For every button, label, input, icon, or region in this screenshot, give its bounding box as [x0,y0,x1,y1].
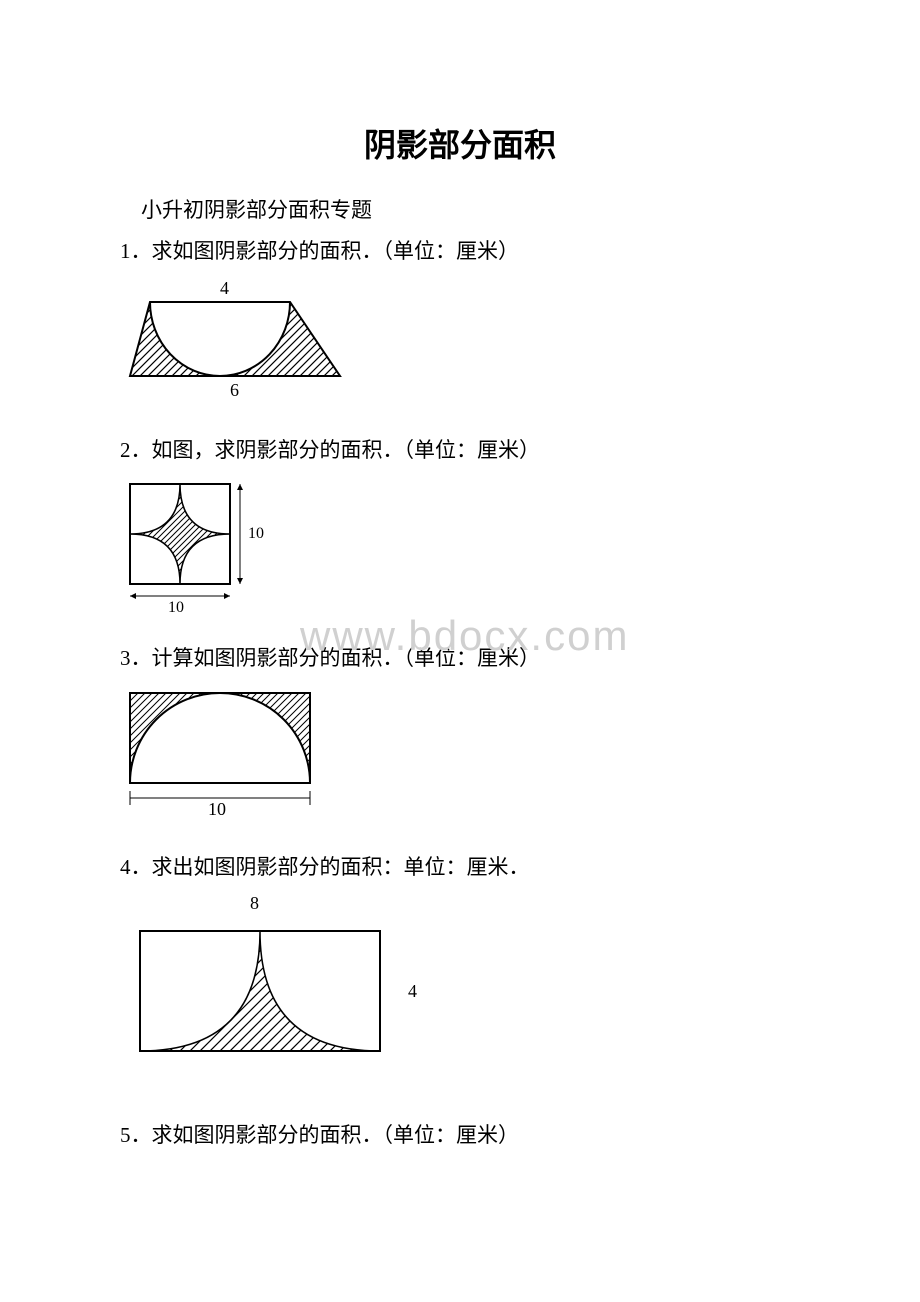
problem-1: 1．求如图阴影部分的面积．（单位：厘米） [120,236,800,268]
problem-4: 4．求出如图阴影部分的面积：单位：厘米． [120,852,800,884]
figure-3: 10 [120,683,800,828]
problem-number: 5 [120,1123,131,1147]
problem-5: 5．求如图阴影部分的面积．（单位：厘米） [120,1120,800,1152]
figure-4: 8 4 [120,891,800,1096]
fig1-top-label: 4 [220,278,229,298]
problem-number: 4 [120,855,131,879]
problem-number: 1 [120,239,131,263]
problem-2: 2．如图，求阴影部分的面积．（单位：厘米） [120,435,800,467]
figure-2: 10 10 [120,474,800,619]
page-title: 阴影部分面积 [120,120,800,166]
problem-text: ．如图，求阴影部分的面积．（单位：厘米） [131,438,541,462]
fig1-bottom-label: 6 [230,380,239,400]
subtitle: 小升初阴影部分面积专题 [120,194,800,224]
problem-3: 3．计算如图阴影部分的面积．（单位：厘米） [120,643,800,675]
problem-text: ．求如图阴影部分的面积．（单位：厘米） [131,239,520,263]
fig2-right-label: 10 [248,525,264,542]
figure-1: 4 6 [120,276,800,411]
fig4-right-label: 4 [408,981,417,1001]
problem-number: 3 [120,646,131,670]
fig2-bottom-label: 10 [168,599,184,614]
fig4-top-label: 8 [250,893,259,913]
problem-text: ．求如图阴影部分的面积．（单位：厘米） [131,1123,520,1147]
problem-text: ．计算如图阴影部分的面积．（单位：厘米） [131,646,541,670]
problem-number: 2 [120,438,131,462]
problem-text: ．求出如图阴影部分的面积：单位：厘米． [131,855,530,879]
fig3-label: 10 [208,799,226,819]
